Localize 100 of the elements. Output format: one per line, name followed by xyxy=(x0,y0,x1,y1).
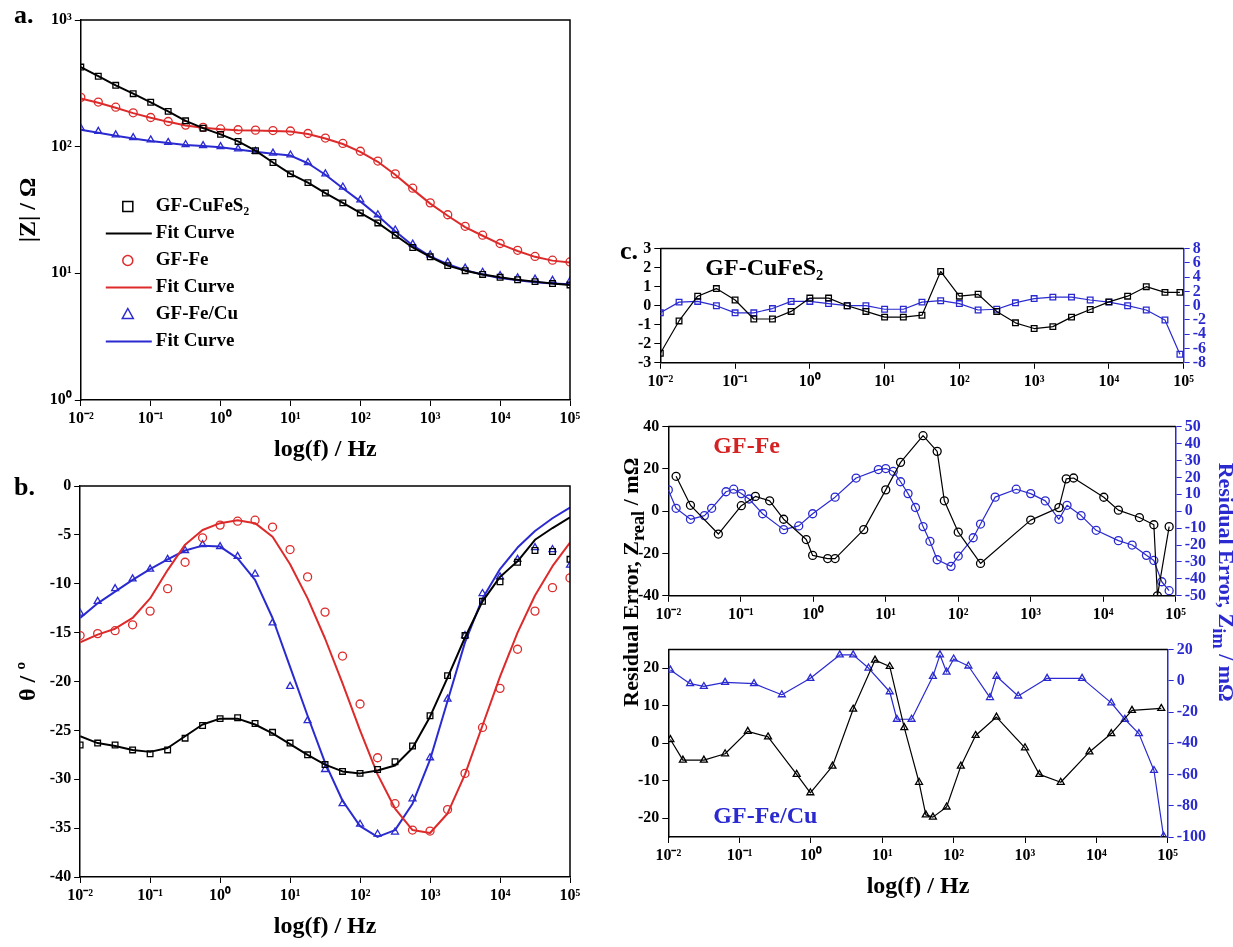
x-tick-label: 10⁻² xyxy=(647,371,674,389)
x-tick-label: 10⁰ xyxy=(209,885,232,903)
y-tick-label: 10² xyxy=(51,136,72,154)
x-tick-label: 10⁰ xyxy=(798,371,821,389)
y-tick-label: -20 xyxy=(638,808,660,826)
y-tick-label: 0 xyxy=(651,733,660,751)
x-tick-label: 10² xyxy=(943,845,965,863)
y-tick-label: -20 xyxy=(49,671,72,689)
y2-tick-label: 0 xyxy=(1184,501,1193,519)
text: GF-Fe/Cu xyxy=(713,802,818,829)
y2-tick-label: 20 xyxy=(1176,639,1193,657)
x-tick-label: 10⁵ xyxy=(1157,845,1179,863)
y-tick-label: 0 xyxy=(651,501,660,519)
x-axis-title: log(f) / Hz xyxy=(274,434,378,461)
y-tick-label: 10⁰ xyxy=(49,390,72,408)
y-tick-label: -35 xyxy=(49,818,72,836)
x-tick-label: 10¹ xyxy=(280,408,302,426)
y-tick-label: -25 xyxy=(49,720,72,738)
y2-tick-label: -20 xyxy=(1176,702,1198,720)
y2-tick-label: -20 xyxy=(1184,535,1206,553)
legend-label: Fit Curve xyxy=(155,329,235,351)
x-tick-label: 10⁵ xyxy=(1173,371,1195,389)
x-tick-label: 10⁻² xyxy=(67,408,94,426)
y-tick-label: 2 xyxy=(643,257,652,275)
y-tick-label: 10³ xyxy=(51,10,72,28)
legend-label: GF-CuFeS₂ xyxy=(155,194,250,216)
x-tick-label: 10² xyxy=(948,371,970,389)
x-tick-label: 10⁵ xyxy=(559,408,581,426)
x-tick-label: 10⁻¹ xyxy=(137,885,164,903)
y2-tick-label: 40 xyxy=(1184,433,1201,451)
legend-label: Fit Curve xyxy=(155,275,235,297)
y-tick-label: -1 xyxy=(638,314,652,332)
y2-tick-label: 8 xyxy=(1192,238,1201,256)
y-tick-label: -3 xyxy=(638,352,652,370)
y2-tick-label: -60 xyxy=(1176,764,1198,782)
x-tick-label: 10⁻² xyxy=(655,604,682,622)
legend-label: GF-Fe/Cu xyxy=(155,302,239,324)
x-tick-label: 10⁻¹ xyxy=(727,604,754,622)
x-tick-label: 10² xyxy=(947,604,969,622)
x-tick-label: 10¹ xyxy=(875,604,897,622)
y2-tick-label: 0 xyxy=(1176,670,1185,688)
y2-tick-label: -40 xyxy=(1184,569,1206,587)
x-tick-label: 10⁰ xyxy=(802,604,825,622)
chart-title: GF-Fe xyxy=(713,431,781,458)
x-tick-label: 10⁴ xyxy=(489,408,511,426)
x-axis-title: log(f) / Hz xyxy=(866,871,970,898)
y2-tick-label: 30 xyxy=(1184,450,1201,468)
x-tick-label: 10³ xyxy=(419,885,441,903)
y2-tick-label: 50 xyxy=(1184,416,1201,434)
y-tick-label: 1 xyxy=(643,276,652,294)
x-tick-label: 10¹ xyxy=(871,845,893,863)
x-tick-label: 10⁴ xyxy=(1092,604,1114,622)
text: b. xyxy=(14,472,35,502)
x-tick-label: 10⁻² xyxy=(67,885,94,903)
y-tick-label: -5 xyxy=(57,525,72,543)
x-tick-label: 10⁻¹ xyxy=(726,845,753,863)
y-tick-label: 40 xyxy=(643,416,660,434)
x-tick-label: 10¹ xyxy=(874,371,896,389)
x-tick-label: 10⁵ xyxy=(1165,604,1187,622)
y2-tick-label: -40 xyxy=(1176,733,1198,751)
x-tick-label: 10⁴ xyxy=(1098,371,1120,389)
y2-tick-label: -30 xyxy=(1184,552,1206,570)
x-tick-label: 10³ xyxy=(1020,604,1042,622)
y2-tick-label: -100 xyxy=(1176,827,1206,845)
x-tick-label: 10² xyxy=(349,408,371,426)
x-tick-label: 10⁰ xyxy=(209,408,232,426)
y-tick-label: 0 xyxy=(63,476,72,494)
y-tick-label: -10 xyxy=(638,770,660,788)
y2-tick-label: -50 xyxy=(1184,585,1206,603)
y-tick-label: -2 xyxy=(638,333,652,351)
y-tick-label: -10 xyxy=(49,573,72,591)
text: c. xyxy=(620,236,639,266)
y-tick-label: 3 xyxy=(643,238,652,256)
x-axis-title: log(f) / Hz xyxy=(273,911,377,938)
x-tick-label: 10⁴ xyxy=(1085,845,1107,863)
y-tick-label: -30 xyxy=(49,769,72,787)
y-axis-title: |Z| / Ω xyxy=(13,177,40,243)
x-tick-label: 10⁻¹ xyxy=(722,371,749,389)
legend-label: GF-Fe xyxy=(155,248,209,270)
text: a. xyxy=(14,0,34,30)
x-tick-label: 10⁴ xyxy=(489,885,511,903)
y-axis-title: θ / º xyxy=(13,661,40,702)
x-tick-label: 10⁰ xyxy=(800,845,822,863)
x-tick-label: 10⁻¹ xyxy=(137,408,164,426)
chart-title: GF-CuFeS₂ xyxy=(705,253,824,280)
x-tick-label: 10³ xyxy=(1023,371,1045,389)
y2-tick-label: -80 xyxy=(1176,795,1198,813)
legend-label: Fit Curve xyxy=(155,221,235,243)
y-tick-label: 10 xyxy=(643,695,660,713)
y-tick-label: 10¹ xyxy=(51,263,72,281)
x-tick-label: 10² xyxy=(349,885,371,903)
x-tick-label: 10³ xyxy=(419,408,441,426)
y-tick-label: 0 xyxy=(643,295,652,313)
x-tick-label: 10³ xyxy=(1014,845,1036,863)
x-tick-label: 10⁻² xyxy=(655,845,682,863)
y2-tick-label: -10 xyxy=(1184,518,1206,536)
y2-tick-label: 20 xyxy=(1184,467,1201,485)
x-tick-label: 10⁵ xyxy=(559,885,581,903)
x-tick-label: 10¹ xyxy=(279,885,301,903)
y-tick-label: -15 xyxy=(49,622,72,640)
